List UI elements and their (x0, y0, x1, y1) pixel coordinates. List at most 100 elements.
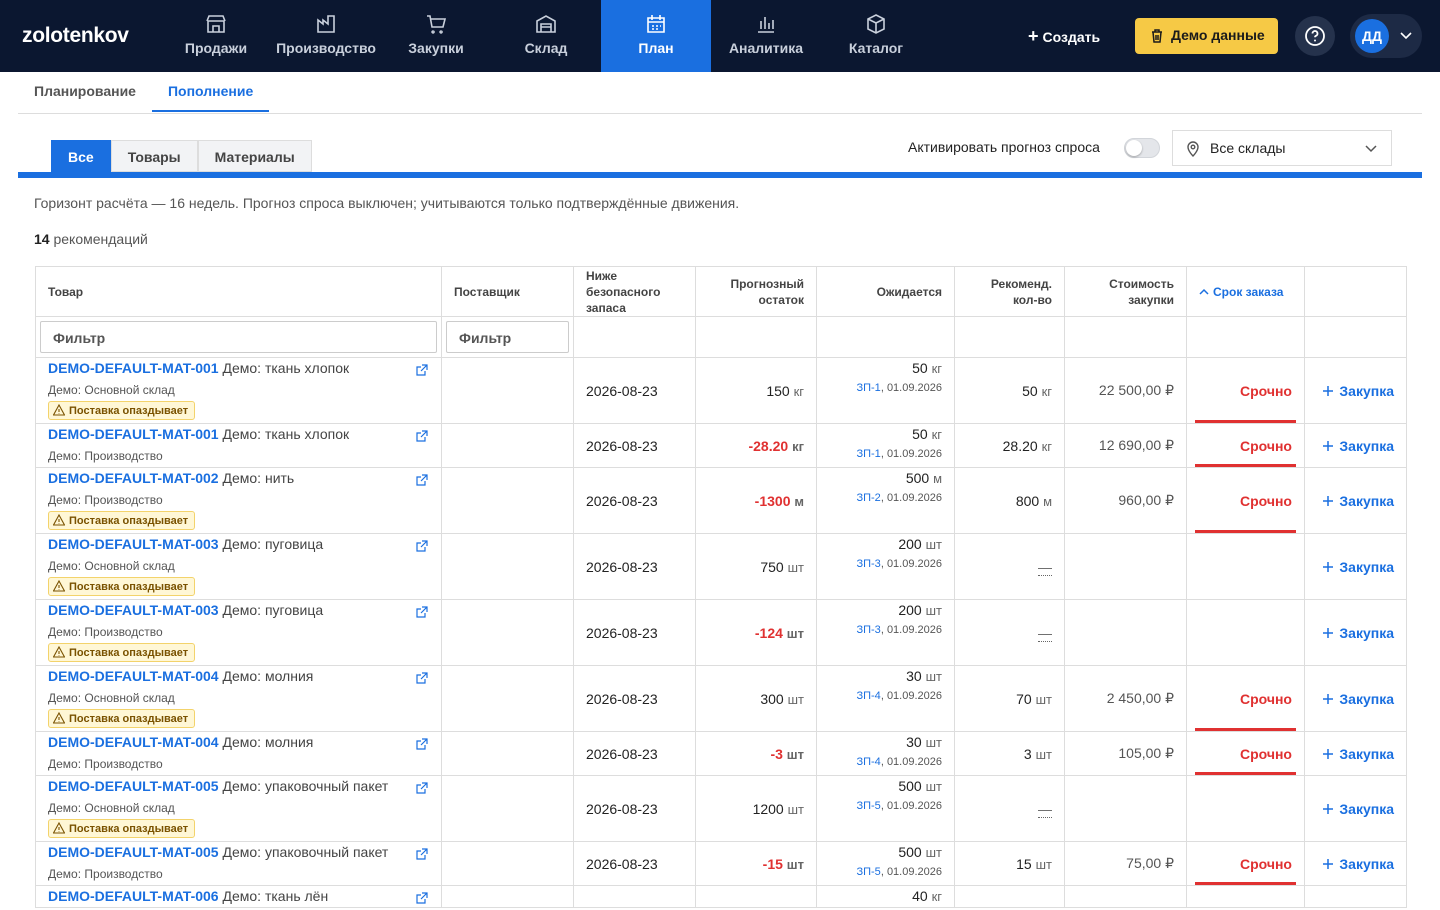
nav-item[interactable]: Склад (491, 0, 601, 72)
nav-item[interactable]: Аналитика (711, 0, 821, 72)
product-cell: DEMO-DEFAULT-MAT-003 Демо: пуговица Демо:… (35, 533, 442, 600)
location: Демо: Основной склад (48, 559, 175, 573)
segment-tab[interactable]: Материалы (197, 140, 312, 172)
purchase-button[interactable]: Закупка (1323, 438, 1394, 454)
header-row: Товар Поставщик Ниже безопасного запаса Про… (35, 266, 1407, 317)
purchase-button[interactable]: Закупка (1323, 493, 1394, 509)
unit: шт (787, 801, 804, 817)
warehouse-label: Все склады (1210, 140, 1286, 156)
warning-icon (52, 645, 69, 659)
purchase-button[interactable]: Закупка (1323, 559, 1394, 575)
sku-link[interactable]: DEMO-DEFAULT-MAT-006 (48, 888, 219, 904)
warning-badge: Поставка опаздывает (48, 511, 196, 530)
purchase-label: Закупка (1339, 690, 1394, 707)
doc-link[interactable]: ЗП-1 (856, 382, 881, 394)
sub-tab[interactable]: Планирование (34, 83, 136, 99)
create-button[interactable]: + Создать (1028, 26, 1100, 47)
recommended-value: 15 (1016, 855, 1032, 872)
cost-cell (1064, 599, 1187, 666)
sku-link[interactable]: DEMO-DEFAULT-MAT-002 (48, 470, 219, 486)
product-line: DEMO-DEFAULT-MAT-002 Демо: нить (48, 468, 429, 489)
forecast-value: -28.20 (748, 437, 789, 454)
filter-input[interactable]: Фильтр (446, 321, 569, 353)
action-cell: Закупка (1304, 731, 1407, 776)
purchase-button[interactable]: Закупка (1323, 801, 1394, 817)
nav-item[interactable]: Закупки (381, 0, 491, 72)
product-name: Демо: пуговица (222, 536, 324, 552)
purchase-button[interactable]: Закупка (1323, 746, 1394, 762)
unit: кг (1041, 383, 1052, 399)
filter-cell (816, 316, 955, 358)
expected-value: 50 (912, 360, 928, 376)
unit: кг (931, 361, 942, 376)
sku-link[interactable]: DEMO-DEFAULT-MAT-001 (48, 360, 219, 376)
purchase-button[interactable]: Закупка (1323, 383, 1394, 399)
doc-link[interactable]: ЗП-2 (856, 492, 881, 504)
filter-input[interactable]: Фильтр (40, 321, 437, 353)
purchase-button[interactable]: Закупка (1323, 856, 1394, 872)
recommended-cell: 800 м (954, 467, 1065, 534)
sku-link[interactable]: DEMO-DEFAULT-MAT-001 (48, 426, 219, 442)
date: 2026-08-23 (586, 558, 658, 575)
unit: шт (787, 559, 804, 575)
nav-item[interactable]: Каталог (821, 0, 931, 72)
warehouse-select[interactable]: Все склады (1172, 130, 1392, 166)
forecast-toggle[interactable] (1124, 138, 1160, 158)
sku-link[interactable]: DEMO-DEFAULT-MAT-003 (48, 602, 219, 618)
doc-link[interactable]: ЗП-3 (856, 558, 881, 570)
warning-icon (52, 645, 66, 658)
forecast-cell: 1200 шт (695, 775, 817, 842)
expected-doc: ЗП-3, 01.09.2026 (856, 624, 942, 636)
warning-icon (52, 403, 66, 416)
purchase-button[interactable]: Закупка (1323, 625, 1394, 641)
doc-date: 01.09.2026 (886, 866, 942, 878)
column-header[interactable]: Срок заказа (1186, 266, 1305, 317)
nav-item[interactable]: Производство (271, 0, 381, 72)
doc-link[interactable]: ЗП-4 (856, 756, 881, 768)
plus-icon (1323, 627, 1334, 638)
date: 2026-08-23 (586, 382, 658, 399)
doc-link[interactable]: ЗП-1 (856, 448, 881, 460)
cost: 105,00 ₽ (1118, 745, 1174, 761)
external-link (415, 846, 429, 866)
sku-link[interactable]: DEMO-DEFAULT-MAT-003 (48, 536, 219, 552)
purchase-label: Закупка (1339, 437, 1394, 454)
expected-value: 500 (898, 778, 922, 794)
column-header: Товар (35, 266, 442, 317)
segment-tab[interactable]: Все (51, 140, 111, 172)
warning-icon (52, 579, 69, 593)
demo-button[interactable]: Демо данные (1135, 18, 1278, 54)
nav-label: Закупки (408, 40, 464, 56)
logo[interactable]: zolotenkov (22, 24, 129, 47)
doc-link[interactable]: ЗП-5 (856, 866, 881, 878)
sku-link[interactable]: DEMO-DEFAULT-MAT-004 (48, 734, 219, 750)
segment-tab[interactable]: Товары (110, 140, 198, 172)
filter-row: Фильтр Фильтр (35, 316, 1407, 358)
expected-cell: 500 м ЗП-2, 01.09.2026 (816, 467, 955, 534)
count-label: рекомендаций (53, 231, 148, 247)
warning-badge: Поставка опаздывает (48, 643, 196, 662)
nav-item[interactable]: План (601, 0, 711, 72)
avatar: ДД (1355, 19, 1389, 53)
nav-item[interactable]: Продажи (161, 0, 271, 72)
doc-link[interactable]: ЗП-4 (856, 690, 881, 702)
doc-link[interactable]: ЗП-5 (856, 800, 881, 812)
deadline-cell: Срочно (1186, 665, 1305, 732)
expected-value: 500 (905, 470, 930, 486)
forecast-cell: 750 шт (695, 533, 817, 600)
sub-tab[interactable]: Пополнение (151, 73, 270, 112)
forecast-cell: -3 шт (695, 731, 817, 776)
help-button[interactable] (1295, 16, 1335, 56)
sku-link[interactable]: DEMO-DEFAULT-MAT-005 (48, 778, 219, 794)
date: 2026-08-23 (586, 855, 658, 872)
sku-link[interactable]: DEMO-DEFAULT-MAT-004 (48, 668, 219, 684)
external-link (415, 472, 429, 492)
user-menu[interactable]: ДД (1350, 14, 1422, 58)
cost: 12 690,00 ₽ (1098, 437, 1174, 453)
supplier-cell (441, 467, 574, 534)
cost-cell (1064, 533, 1187, 600)
sku-link[interactable]: DEMO-DEFAULT-MAT-005 (48, 844, 219, 860)
product-line: DEMO-DEFAULT-MAT-004 Демо: молния (48, 732, 429, 753)
purchase-button[interactable]: Закупка (1323, 691, 1394, 707)
doc-link[interactable]: ЗП-3 (856, 624, 881, 636)
